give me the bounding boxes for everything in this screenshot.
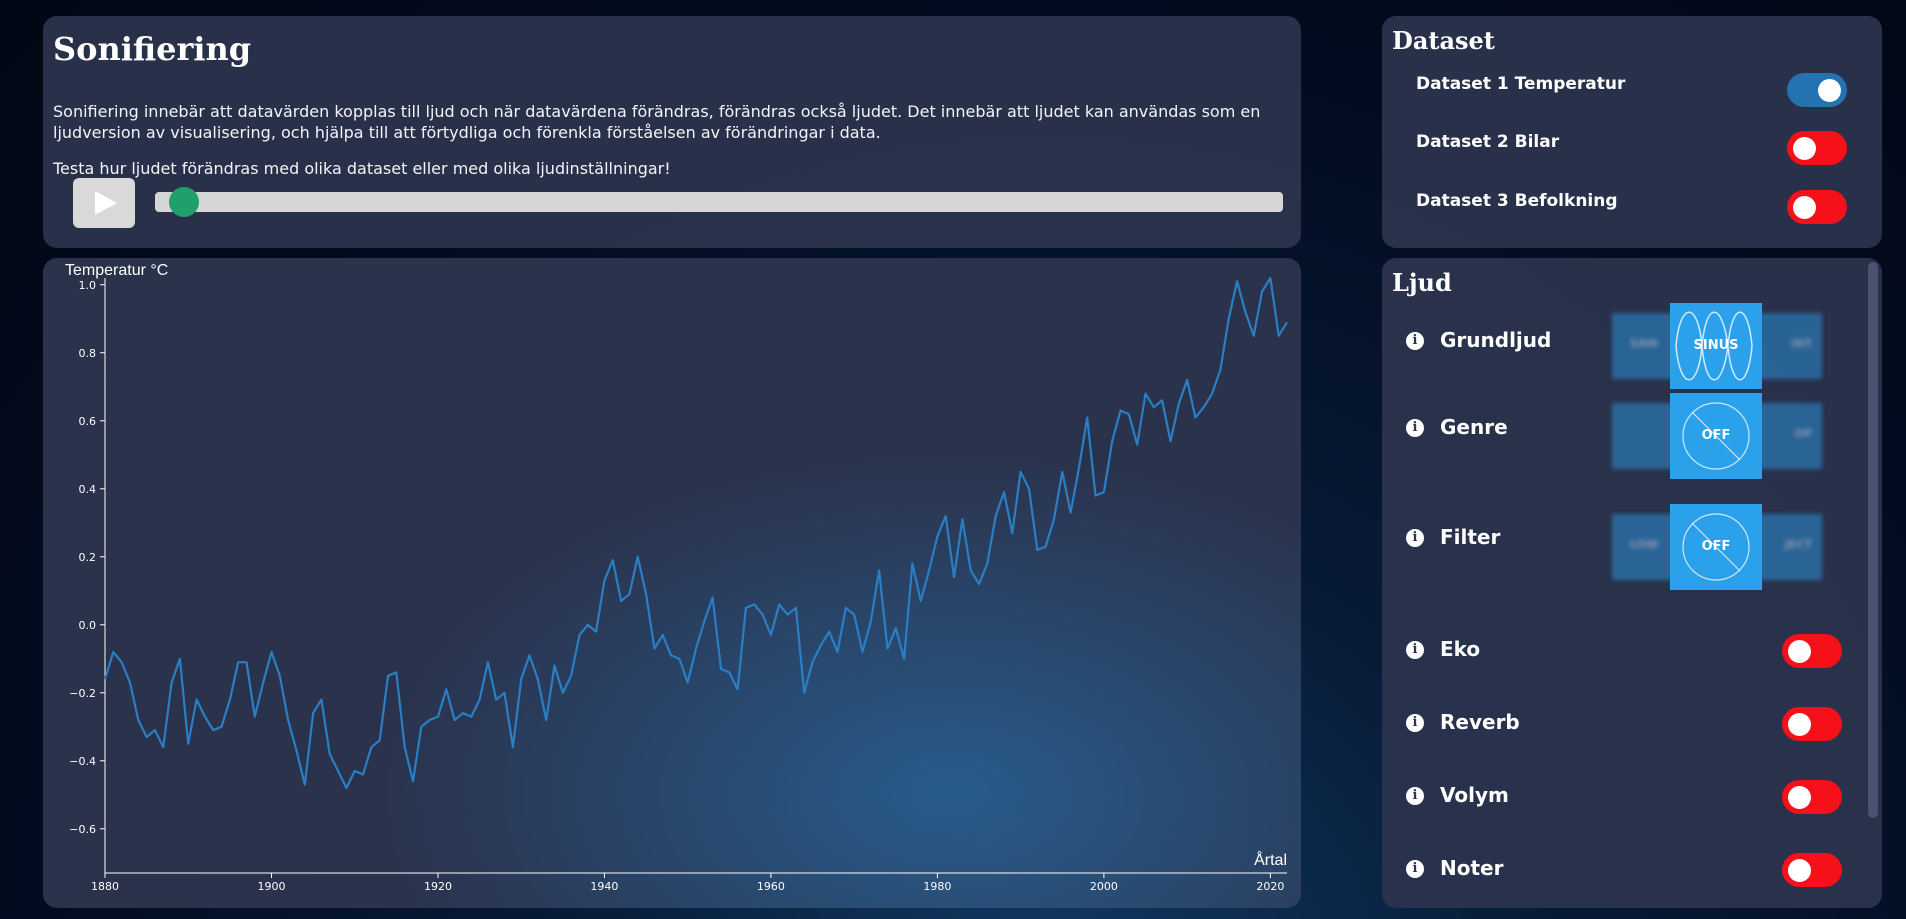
volym-toggle[interactable]: [1782, 780, 1842, 814]
dataset-label: Dataset 1 Temperatur: [1416, 74, 1626, 94]
off-icon: [1682, 513, 1750, 581]
sound-label: Genre: [1440, 415, 1508, 439]
info-icon[interactable]: i: [1406, 419, 1424, 437]
sound-row-genre: i Genre OP OFF: [1382, 393, 1882, 479]
sound-label: Volym: [1440, 783, 1509, 807]
sine-wave-icon: [1675, 311, 1753, 381]
y-tick-label: −0.2: [69, 687, 96, 700]
carousel-selected-label: OFF: [1701, 539, 1731, 554]
info-icon[interactable]: i: [1406, 641, 1424, 659]
y-tick-label: −0.4: [69, 755, 96, 768]
info-icon[interactable]: i: [1406, 714, 1424, 732]
carousel-selected-option[interactable]: OFF: [1670, 504, 1762, 590]
dataset-1-toggle[interactable]: [1787, 73, 1847, 107]
dataset-3-toggle[interactable]: [1787, 190, 1847, 224]
page-title: Sonifiering: [53, 30, 252, 68]
dataset-row-temperatur: Dataset 1 Temperatur: [1382, 73, 1882, 114]
info-icon[interactable]: i: [1406, 332, 1424, 350]
sound-label: Grundljud: [1440, 328, 1552, 352]
temperature-series-line: [103, 276, 1288, 790]
toggle-knob: [1788, 713, 1811, 736]
play-button[interactable]: [73, 178, 135, 228]
carousel-selected-option[interactable]: SINUS: [1670, 303, 1762, 389]
carousel-next-label: JECT: [1784, 538, 1812, 551]
sound-label: Reverb: [1440, 710, 1520, 734]
x-tick-label: 1880: [91, 880, 119, 893]
y-axis-title: Temperatur °C: [65, 262, 168, 279]
sound-row-reverb: i Reverb: [1382, 707, 1882, 754]
x-tick-label: 1940: [590, 880, 618, 893]
toggle-knob: [1788, 786, 1811, 809]
toggle-knob: [1818, 79, 1841, 102]
y-tick-label: 0.4: [79, 483, 97, 496]
dataset-label: Dataset 3 Befolkning: [1416, 191, 1618, 211]
grundljud-carousel: SAW INT SINUS: [1612, 303, 1822, 393]
y-tick-label: 0.6: [79, 415, 97, 428]
progress-slider-thumb[interactable]: [168, 187, 199, 217]
off-icon: [1682, 402, 1750, 470]
sound-label: Noter: [1440, 856, 1504, 880]
toggle-knob: [1788, 640, 1811, 663]
x-tick-label: 1960: [757, 880, 785, 893]
carousel-selected-label: SINUS: [1693, 338, 1739, 353]
sound-title: Ljud: [1392, 268, 1452, 297]
x-tick-label: 1920: [424, 880, 452, 893]
sound-row-noter: i Noter: [1382, 853, 1882, 900]
sound-row-filter: i Filter LOW JECT OFF: [1382, 504, 1882, 590]
sound-row-grundljud: i Grundljud SAW INT SINUS: [1382, 303, 1882, 389]
x-axis-title: Årtal: [1254, 850, 1287, 869]
carousel-next-option[interactable]: INT: [1752, 313, 1822, 379]
dataset-row-bilar: Dataset 2 Bilar: [1382, 131, 1882, 172]
sound-label: Filter: [1440, 525, 1501, 549]
eko-toggle[interactable]: [1782, 634, 1842, 668]
intro-description: Sonifiering innebär att datavärden koppl…: [53, 102, 1261, 142]
y-tick-label: −0.6: [69, 823, 96, 836]
x-tick-label: 2020: [1256, 880, 1284, 893]
filter-carousel: LOW JECT OFF: [1612, 504, 1822, 594]
y-tick-label: 0.2: [79, 551, 97, 564]
carousel-next-option[interactable]: OP: [1752, 403, 1822, 469]
dataset-2-toggle[interactable]: [1787, 131, 1847, 165]
y-tick-label: 0.8: [79, 347, 97, 360]
chart-panel: 1.0 0.8 0.6 0.4 0.2 0.0 −0.2 −0.4 −0.6 1880 1900 19…: [43, 258, 1301, 908]
y-tick-label: 1.0: [79, 279, 97, 292]
sound-panel: Ljud i Grundljud SAW INT SINUS i Genre O…: [1382, 258, 1882, 908]
dataset-title: Dataset: [1392, 26, 1495, 55]
x-tick-label: 1900: [257, 880, 285, 893]
sound-panel-scrollbar[interactable]: [1868, 262, 1878, 818]
reverb-toggle[interactable]: [1782, 707, 1842, 741]
sound-row-eko: i Eko: [1382, 634, 1882, 681]
carousel-selected-option[interactable]: OFF: [1670, 393, 1762, 479]
noter-toggle[interactable]: [1782, 853, 1842, 887]
y-tick-label: 0.0: [79, 619, 97, 632]
info-icon[interactable]: i: [1406, 860, 1424, 878]
info-icon[interactable]: i: [1406, 787, 1424, 805]
play-icon: [95, 191, 117, 215]
sound-row-volym: i Volym: [1382, 780, 1882, 827]
intro-instruction: Testa hur ljudet förändras med olika dat…: [53, 159, 671, 178]
carousel-selected-label: OFF: [1701, 428, 1731, 443]
toggle-knob: [1788, 859, 1811, 882]
x-tick-label: 2000: [1090, 880, 1118, 893]
carousel-prev-label: SAW: [1630, 337, 1659, 350]
dataset-row-befolkning: Dataset 3 Befolkning: [1382, 190, 1882, 231]
temperature-chart: 1.0 0.8 0.6 0.4 0.2 0.0 −0.2 −0.4 −0.6 1880 1900 19…: [65, 262, 1288, 893]
toggle-knob: [1793, 137, 1816, 160]
x-tick-label: 1980: [923, 880, 951, 893]
carousel-next-label: INT: [1791, 337, 1812, 350]
dataset-label: Dataset 2 Bilar: [1416, 132, 1560, 152]
toggle-knob: [1793, 196, 1816, 219]
genre-carousel: OP OFF: [1612, 393, 1822, 483]
carousel-next-option[interactable]: JECT: [1752, 514, 1822, 580]
sound-label: Eko: [1440, 637, 1481, 661]
carousel-next-label: OP: [1794, 427, 1812, 440]
playback-progress-slider[interactable]: [155, 187, 1283, 217]
intro-panel: Sonifiering Sonifiering innebär att data…: [43, 16, 1301, 248]
carousel-prev-label: LOW: [1630, 538, 1659, 551]
dataset-panel: Dataset Dataset 1 Temperatur Dataset 2 B…: [1382, 16, 1882, 248]
info-icon[interactable]: i: [1406, 529, 1424, 547]
